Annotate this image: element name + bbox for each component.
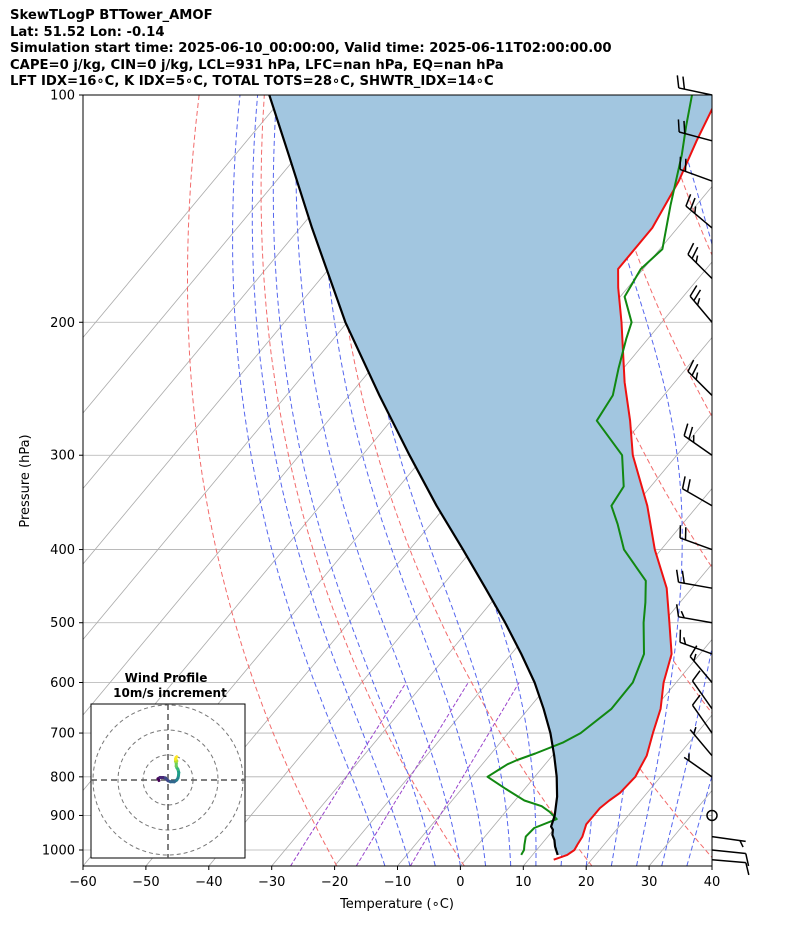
y-tick-label: 700 bbox=[50, 727, 75, 742]
barb-feather bbox=[696, 256, 697, 263]
barb-feather bbox=[692, 671, 700, 681]
barb-feather bbox=[682, 571, 684, 584]
wind-barb bbox=[688, 243, 712, 278]
x-tick-label: −10 bbox=[384, 875, 411, 890]
mixing-ratio-line bbox=[291, 683, 407, 867]
hodograph-title: Wind Profile bbox=[125, 671, 208, 685]
dry-adiabat bbox=[786, 95, 794, 866]
barb-feather bbox=[694, 654, 696, 661]
wind-barb bbox=[684, 753, 712, 776]
barb-feather bbox=[683, 476, 686, 488]
barb-feather bbox=[677, 75, 678, 88]
x-tick-label: 30 bbox=[641, 875, 658, 890]
barb-shaft bbox=[712, 860, 746, 863]
wind-barb bbox=[690, 285, 712, 322]
barb-shaft bbox=[692, 681, 712, 709]
barb-feather bbox=[684, 424, 688, 436]
mixing-ratio-line bbox=[356, 683, 468, 867]
barb-feather bbox=[677, 570, 679, 583]
y-axis-label: Pressure (hPa) bbox=[18, 434, 33, 527]
isotherm-line bbox=[649, 95, 794, 866]
barb-feather bbox=[695, 206, 696, 213]
wind-barb bbox=[690, 727, 712, 756]
barb-feather bbox=[692, 695, 700, 705]
barb-feather bbox=[678, 119, 679, 132]
wind-barb bbox=[683, 476, 712, 505]
dry-adiabat bbox=[720, 95, 794, 866]
hodograph-segment bbox=[176, 757, 177, 758]
wind-barb bbox=[692, 671, 712, 709]
skewt-diagram: Wind Profile 10m/s increment −60 −50 −40 −3… bbox=[0, 0, 794, 937]
dry-adiabat bbox=[655, 95, 794, 866]
y-tick-label: 100 bbox=[50, 89, 75, 104]
wind-barb bbox=[680, 525, 712, 549]
x-tick-labels: −60 −50 −40 −30 −20 −10 0 10 20 30 40 bbox=[69, 866, 720, 890]
hodograph-inset: Wind Profile 10m/s increment bbox=[91, 671, 245, 858]
y-tick-label: 300 bbox=[50, 449, 75, 464]
wind-barb bbox=[677, 604, 712, 622]
barb-feather bbox=[684, 121, 685, 134]
x-tick-label: −20 bbox=[321, 875, 348, 890]
y-tick-label: 500 bbox=[50, 616, 75, 631]
wind-barb bbox=[680, 630, 712, 654]
wind-barb bbox=[712, 850, 749, 866]
y-tick-label: 600 bbox=[50, 676, 75, 691]
hodograph-subtitle: 10m/s increment bbox=[113, 686, 227, 700]
isotherm-line bbox=[712, 95, 794, 866]
y-tick-label: 800 bbox=[50, 770, 75, 785]
x-tick-label: −40 bbox=[195, 875, 222, 890]
x-tick-label: −50 bbox=[132, 875, 159, 890]
mixing-ratio-lines bbox=[291, 683, 520, 867]
x-tick-label: 0 bbox=[456, 875, 464, 890]
y-tick-label: 1000 bbox=[42, 844, 75, 859]
x-tick-label: 10 bbox=[515, 875, 532, 890]
barb-feather bbox=[698, 298, 700, 305]
y-tick-labels: 100 200 300 400 500 600 700 800 900 1000 bbox=[42, 89, 83, 859]
x-tick-label: 40 bbox=[704, 875, 721, 890]
wind-barb bbox=[690, 646, 712, 683]
barb-feather bbox=[677, 604, 679, 617]
x-axis-label: Temperature (∘C) bbox=[339, 897, 454, 912]
barb-feather bbox=[696, 373, 697, 380]
wind-barb bbox=[684, 424, 712, 456]
barb-feather bbox=[688, 243, 694, 254]
wind-barb bbox=[712, 837, 746, 847]
moist-adiabat bbox=[662, 95, 738, 866]
x-tick-label: −30 bbox=[258, 875, 285, 890]
y-tick-label: 400 bbox=[50, 543, 75, 558]
barb-feather bbox=[688, 479, 691, 491]
barb-feather bbox=[683, 77, 684, 90]
y-tick-label: 900 bbox=[50, 809, 75, 824]
wind-barb bbox=[712, 860, 749, 875]
x-tick-label: 20 bbox=[578, 875, 595, 890]
y-tick-label: 200 bbox=[50, 316, 75, 331]
wind-barb bbox=[677, 570, 712, 588]
wind-barb bbox=[677, 75, 712, 95]
barb-shaft bbox=[712, 850, 746, 854]
x-tick-label: −60 bbox=[69, 875, 96, 890]
